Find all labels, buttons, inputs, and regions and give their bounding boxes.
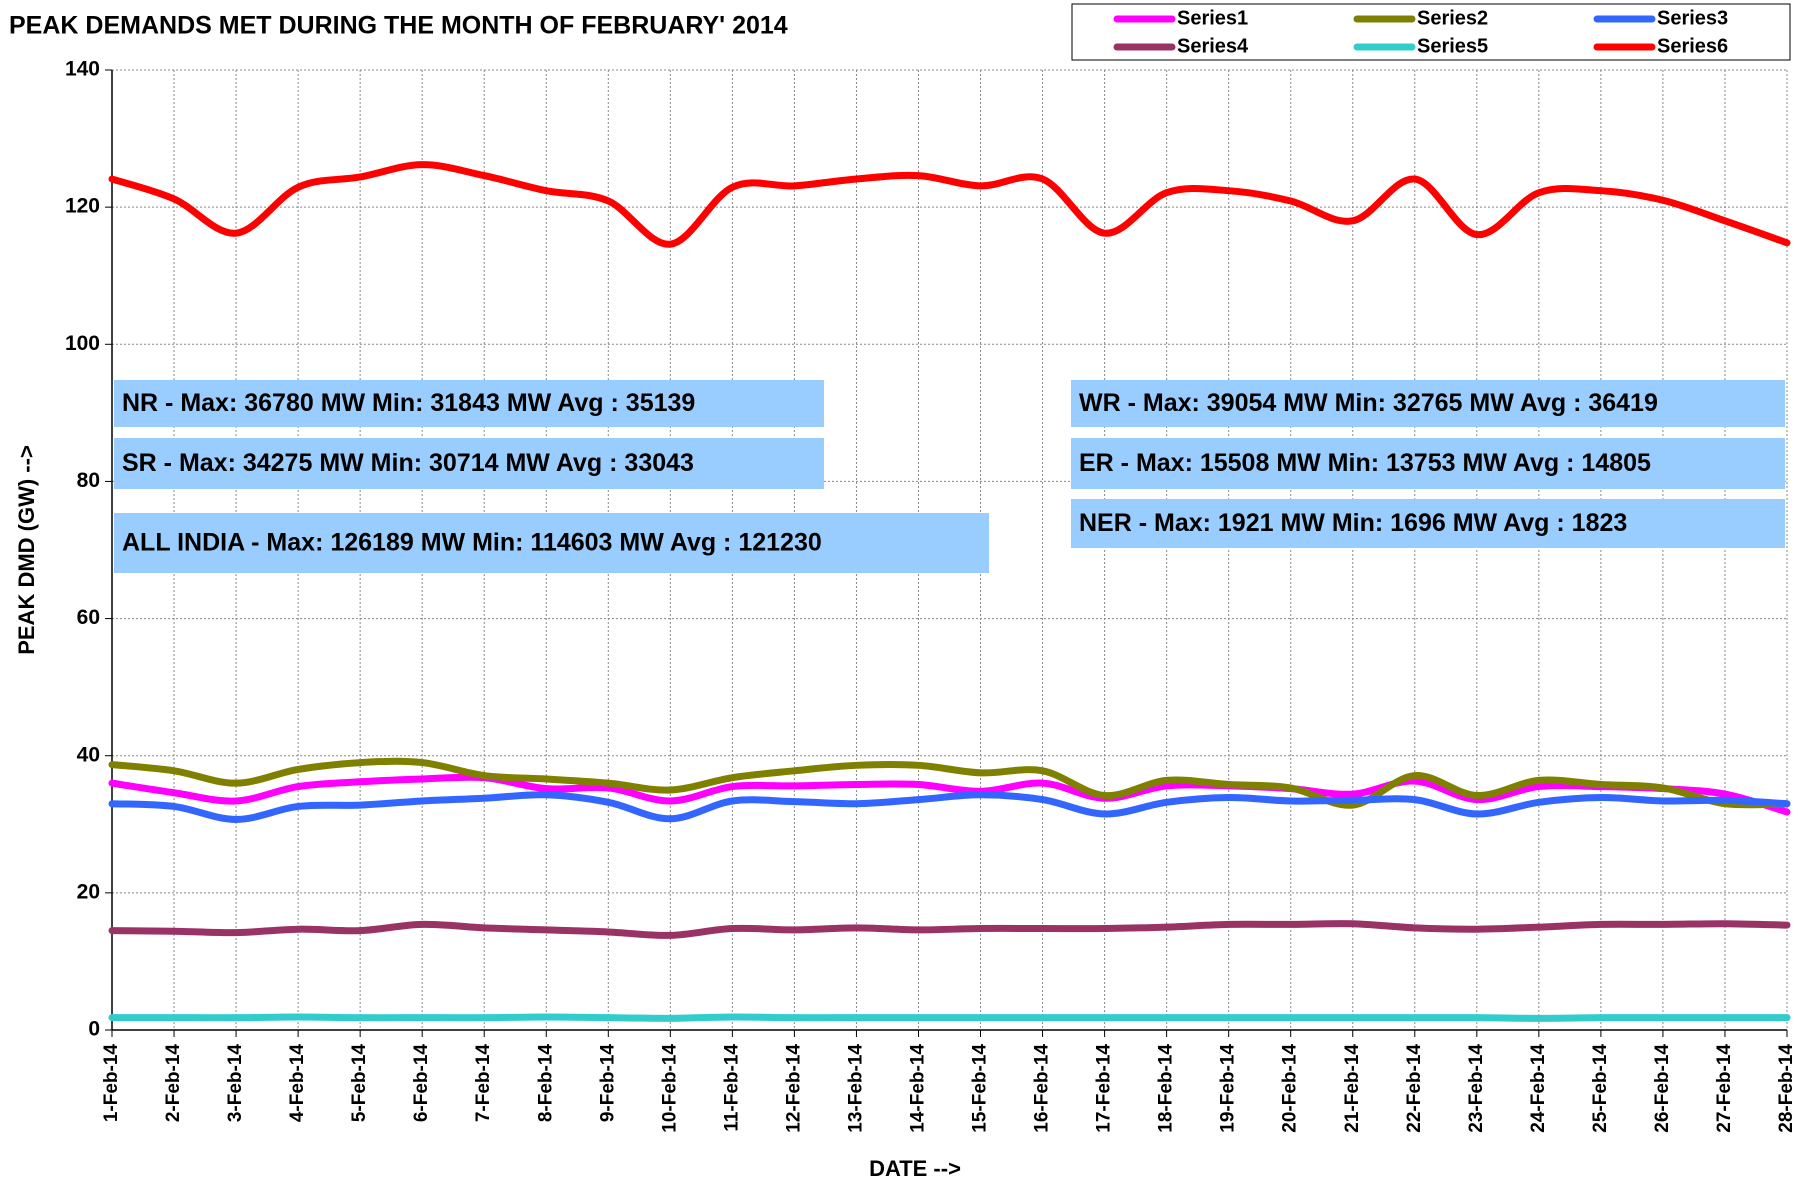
x-tick-label: 14-Feb-14 [907, 1044, 928, 1133]
legend-label: Series5 [1417, 35, 1488, 57]
x-tick-label: 20-Feb-14 [1280, 1044, 1301, 1133]
x-tick-label: 19-Feb-14 [1218, 1044, 1239, 1133]
x-tick-label: 24-Feb-14 [1528, 1044, 1549, 1133]
x-tick-label: 23-Feb-14 [1466, 1044, 1487, 1133]
x-tick-label: 8-Feb-14 [535, 1044, 556, 1123]
chart-title: PEAK DEMANDS MET DURING THE MONTH OF FEB… [9, 12, 788, 40]
x-tick-label: 1-Feb-14 [101, 1044, 122, 1123]
x-tick-label: 4-Feb-14 [287, 1044, 308, 1123]
x-tick-label: 2-Feb-14 [163, 1044, 184, 1123]
y-tick-label: 100 [65, 332, 100, 355]
annotation: WR - Max: 39054 MW Min: 32765 MW Avg : 3… [1079, 389, 1658, 417]
x-tick-label: 18-Feb-14 [1156, 1044, 1177, 1133]
x-tick-label: 3-Feb-14 [225, 1044, 246, 1123]
x-tick-label: 26-Feb-14 [1652, 1044, 1673, 1133]
annotation-box [114, 380, 824, 427]
series-line [108, 920, 1791, 939]
y-tick-label: 60 [77, 606, 100, 629]
series-line [108, 161, 1791, 248]
y-tick-label: 120 [65, 195, 100, 218]
legend-label: Series4 [1177, 35, 1249, 57]
x-tick-label: 22-Feb-14 [1404, 1044, 1425, 1133]
x-tick-label: 12-Feb-14 [783, 1044, 804, 1133]
legend-label: Series1 [1177, 7, 1248, 29]
x-tick-label: 17-Feb-14 [1094, 1044, 1115, 1133]
series-line [108, 1013, 1791, 1022]
annotation-box [114, 513, 989, 573]
annotation-box [1071, 438, 1785, 489]
legend-label: Series3 [1657, 7, 1728, 29]
y-axis-label: PEAK DMD (GW) --> [14, 445, 39, 655]
annotation: SR - Max: 34275 MW Min: 30714 MW Avg : 3… [122, 449, 694, 477]
legend-label: Series6 [1657, 35, 1728, 57]
x-tick-label: 27-Feb-14 [1714, 1044, 1735, 1133]
legend-box [1071, 3, 1791, 61]
x-tick-label: 21-Feb-14 [1342, 1044, 1363, 1133]
y-tick-label: 40 [77, 743, 100, 766]
annotation-box [1071, 499, 1785, 548]
y-tick-label: 140 [65, 58, 100, 81]
annotation-box [114, 438, 824, 489]
annotation: NR - Max: 36780 MW Min: 31843 MW Avg : 3… [122, 389, 695, 417]
annotation: ER - Max: 15508 MW Min: 13753 MW Avg : 1… [1079, 449, 1651, 477]
y-tick-label: 20 [77, 880, 100, 903]
x-tick-label: 15-Feb-14 [970, 1044, 991, 1133]
x-tick-label: 5-Feb-14 [349, 1044, 370, 1123]
x-tick-label: 9-Feb-14 [597, 1044, 618, 1123]
x-tick-label: 11-Feb-14 [721, 1044, 742, 1132]
x-axis-label: DATE --> [869, 1156, 961, 1181]
series-line [108, 773, 1791, 816]
legend-label: Series2 [1417, 7, 1488, 29]
annotation: ALL INDIA - Max: 126189 MW Min: 114603 M… [122, 529, 822, 557]
x-tick-label: 10-Feb-14 [659, 1044, 680, 1133]
y-tick-label: 0 [88, 1018, 100, 1041]
x-tick-label: 16-Feb-14 [1032, 1044, 1053, 1133]
x-tick-label: 28-Feb-14 [1776, 1044, 1797, 1133]
series-line [108, 757, 1791, 809]
annotation: NER - Max: 1921 MW Min: 1696 MW Avg : 18… [1079, 509, 1627, 537]
x-tick-label: 6-Feb-14 [411, 1044, 432, 1123]
x-tick-label: 7-Feb-14 [473, 1044, 494, 1123]
series-line [108, 791, 1791, 823]
x-tick-label: 13-Feb-14 [845, 1044, 866, 1133]
x-tick-label: 25-Feb-14 [1590, 1044, 1611, 1133]
y-tick-label: 80 [77, 469, 100, 492]
annotation-box [1071, 380, 1785, 427]
